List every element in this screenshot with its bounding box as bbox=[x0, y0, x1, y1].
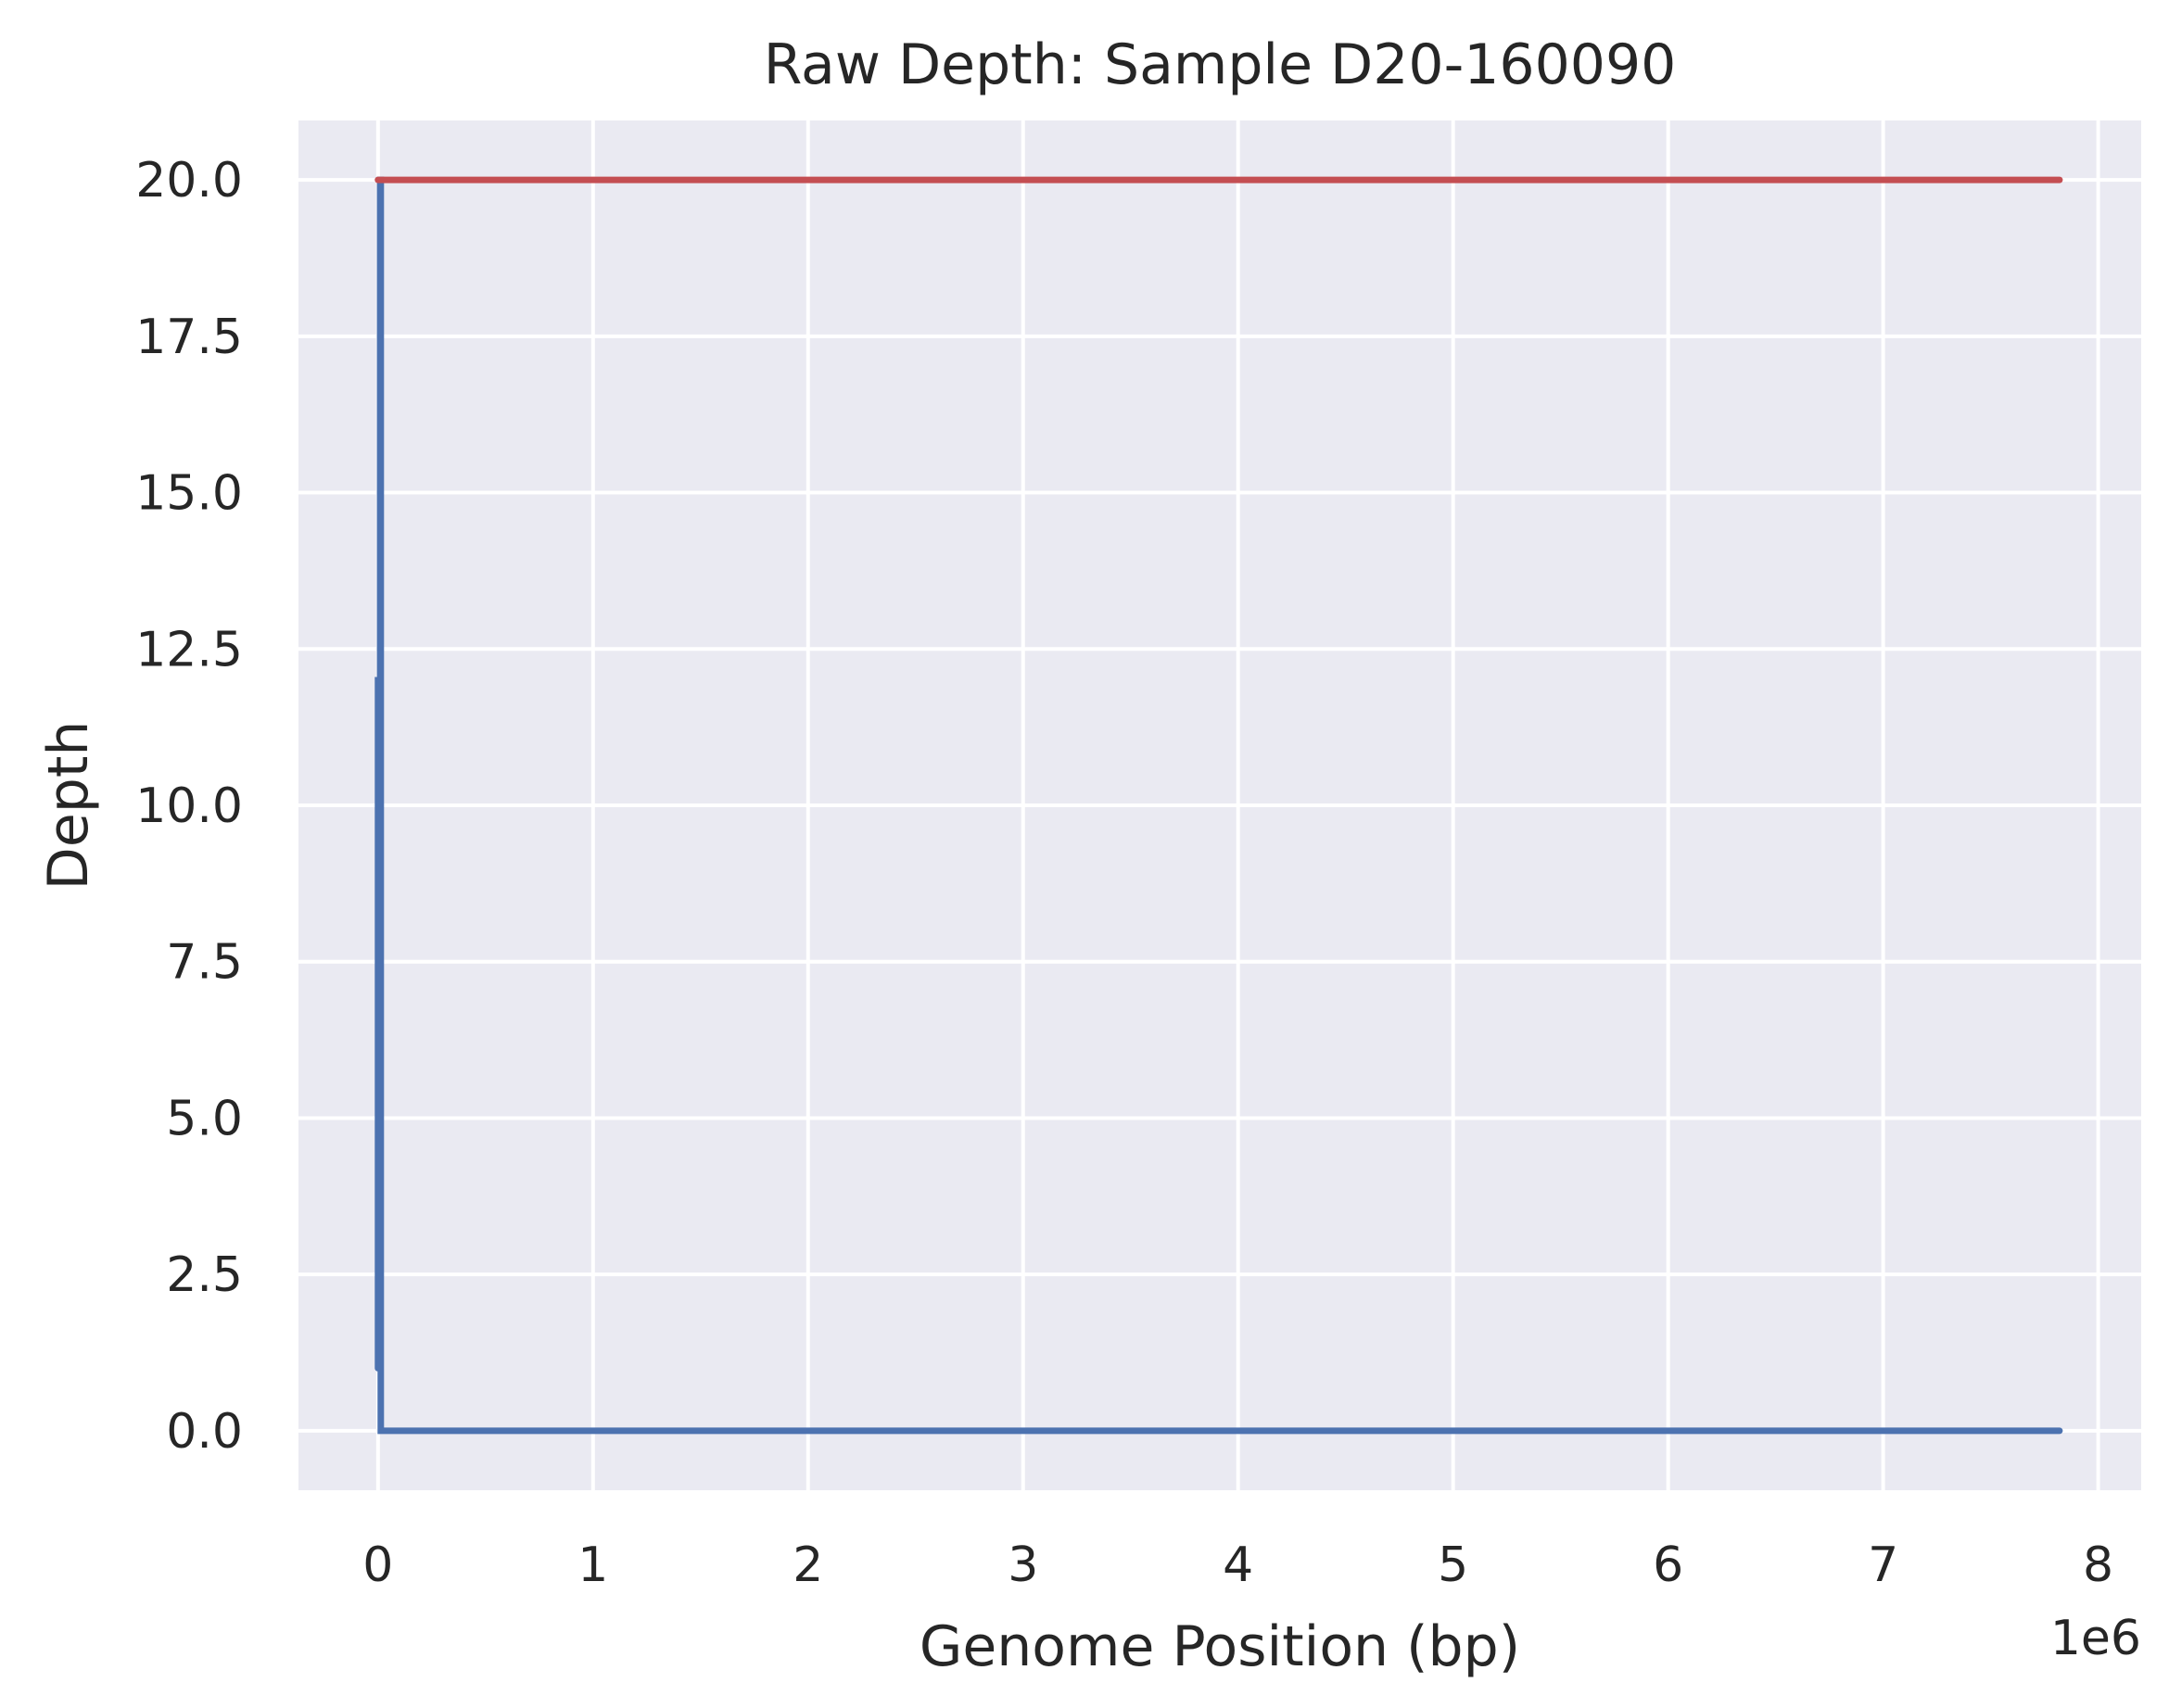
series-layer bbox=[374, 176, 2063, 1435]
x-tick-label: 5 bbox=[1438, 1537, 1468, 1593]
y-tick-label: 12.5 bbox=[135, 622, 243, 677]
y-tick-label: 15.0 bbox=[135, 466, 243, 522]
y-tick-label: 10.0 bbox=[135, 778, 243, 834]
chart-title: Raw Depth: Sample D20-160090 bbox=[764, 32, 1677, 97]
series-line bbox=[374, 176, 2063, 1435]
x-tick-label: 8 bbox=[2083, 1537, 2113, 1593]
y-tick-label: 20.0 bbox=[135, 153, 243, 209]
x-tick-label: 0 bbox=[362, 1537, 393, 1593]
x-tick-label: 7 bbox=[1868, 1537, 1898, 1593]
y-tick-label: 2.5 bbox=[166, 1247, 243, 1303]
y-tick-labels: 0.0 2.5 5.0 7.5 10.0 12.5 15.0 17.5 20.0 bbox=[135, 153, 243, 1460]
y-tick-label: 7.5 bbox=[166, 935, 243, 991]
y-tick-label: 0.0 bbox=[166, 1404, 243, 1460]
x-tick-label: 2 bbox=[793, 1537, 823, 1593]
x-tick-label: 6 bbox=[1653, 1537, 1683, 1593]
y-tick-label: 5.0 bbox=[166, 1091, 243, 1146]
x-tick-label: 4 bbox=[1223, 1537, 1253, 1593]
x-axis-offset-label: 1e6 bbox=[2050, 1611, 2141, 1666]
x-tick-label: 3 bbox=[1008, 1537, 1038, 1593]
x-axis-label: Genome Position (bp) bbox=[920, 1614, 1520, 1679]
y-tick-label: 17.5 bbox=[135, 310, 243, 365]
x-tick-labels: 0 1 2 3 4 5 6 7 8 bbox=[362, 1537, 2113, 1593]
y-axis-label: Depth bbox=[36, 721, 101, 891]
x-tick-label: 1 bbox=[577, 1537, 608, 1593]
